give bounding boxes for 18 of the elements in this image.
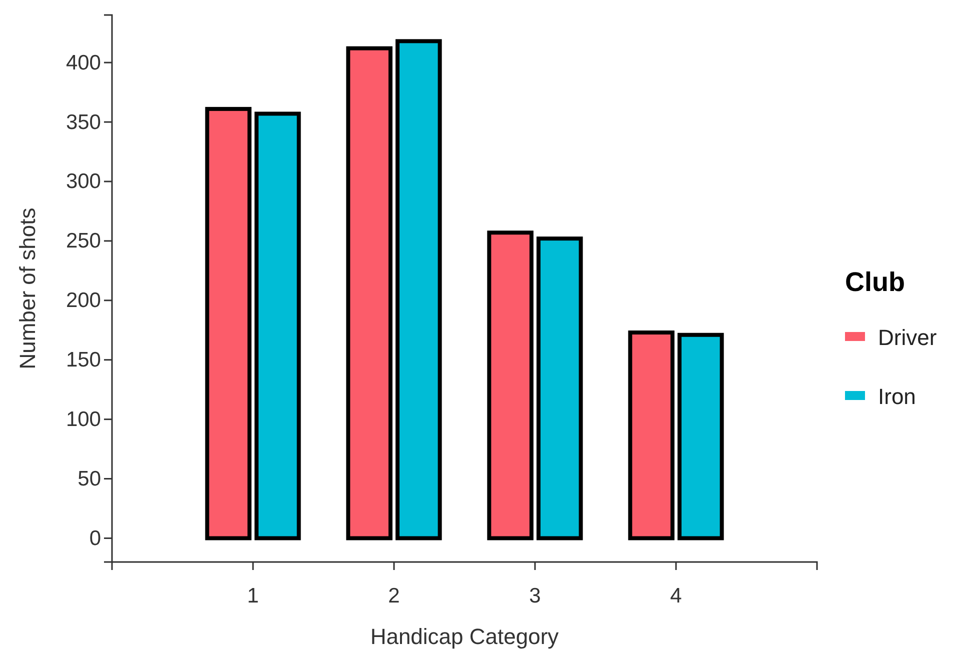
y-tick-label: 250	[66, 230, 101, 253]
y-tick-label: 350	[66, 110, 101, 134]
legend-label: Driver	[878, 325, 937, 350]
x-tick-label: 2	[388, 584, 400, 608]
x-tick-label: 3	[529, 584, 541, 608]
y-tick-label: 400	[66, 51, 101, 74]
y-tick-label: 50	[78, 467, 101, 490]
x-tick-label: 1	[247, 584, 259, 608]
x-tick-label: 4	[670, 584, 682, 608]
x-axis-title: Handicap Category	[370, 624, 559, 649]
y-tick-label: 150	[66, 348, 101, 372]
y-tick-label: 100	[66, 408, 101, 432]
y-tick-label: 300	[66, 170, 101, 194]
y-axis-title: Number of shots	[15, 208, 40, 370]
y-tick-label: 200	[66, 289, 101, 312]
legend-title: Club	[845, 267, 905, 297]
y-tick-label: 0	[89, 526, 101, 550]
legend-label: Iron	[878, 384, 916, 409]
